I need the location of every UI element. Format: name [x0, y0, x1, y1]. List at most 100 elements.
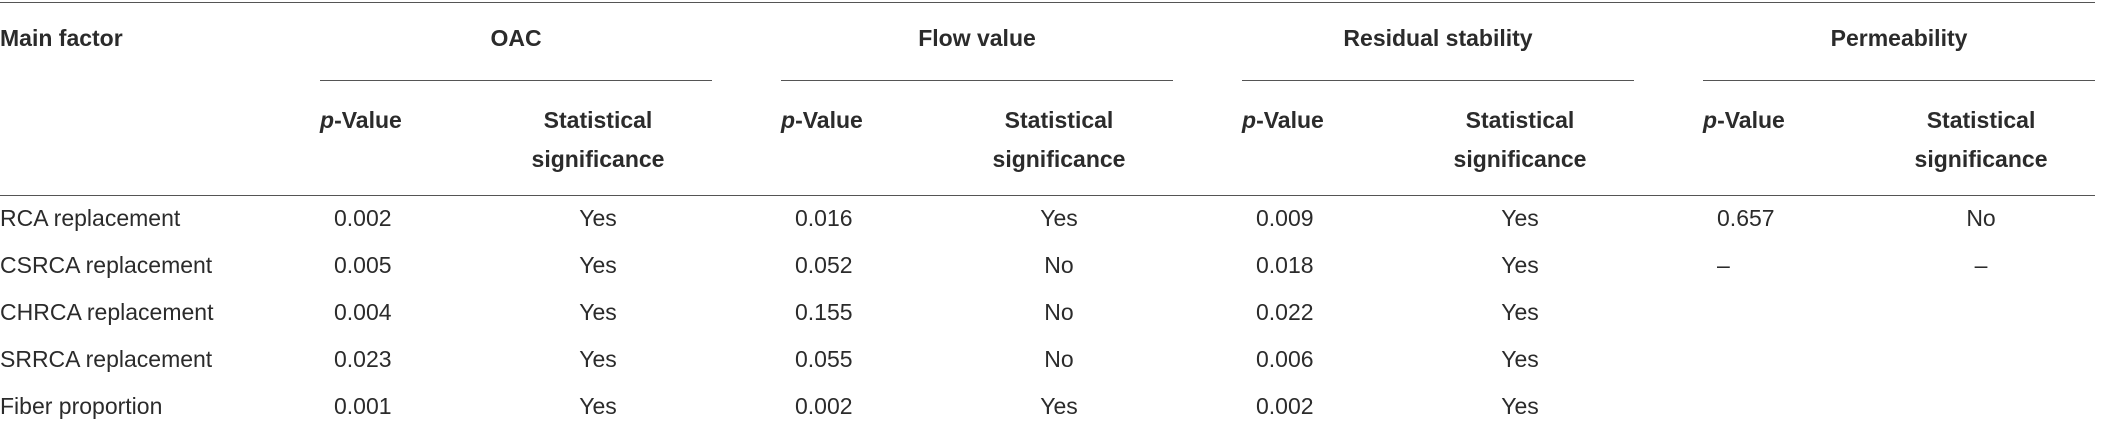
subheader-label: Statistical significance [1914, 107, 2048, 172]
value-cell: No [1044, 252, 1074, 278]
value-cell: 0.155 [795, 299, 853, 325]
group-title: Permeability [1703, 25, 2096, 81]
value-cell [1703, 289, 1867, 336]
subheader-row: p-Value Statistical significance p-Value St… [0, 81, 2096, 195]
header-cell: Main factor [0, 3, 320, 196]
value-cell: Yes [579, 393, 617, 419]
subheader-cell: p-Value [781, 81, 945, 195]
value-cell [1703, 336, 1867, 383]
value-cell: No [1966, 205, 1996, 232]
value-cell: Yes [1501, 393, 1539, 419]
value-cell: 0.018 [1256, 252, 1314, 278]
value-cell: 0.002 [795, 393, 853, 419]
value-cell: 0.004 [334, 299, 392, 325]
group-header: OAC [320, 3, 712, 81]
group-header: Permeability [1703, 3, 2096, 81]
spacer [1173, 195, 1242, 242]
main-factor-header: Main factor [0, 25, 123, 51]
value-cell: No [1044, 299, 1074, 325]
data-row: SRRCA replacement 0.023 Yes 0.055 No 0.006 Yes [0, 336, 2095, 383]
data-row: CSRCA replacement 0.005 Yes 0.052 No 0.018 Yes… [0, 242, 2095, 289]
spacer [712, 81, 781, 195]
value-cell: Yes [1501, 299, 1539, 325]
spacer [1634, 242, 1703, 289]
header-row: Main factor OAC Flow value Residual stabili… [0, 2, 2096, 82]
value-cell: Yes [579, 346, 617, 372]
value-cell: 0.005 [334, 252, 392, 278]
value-cell: 0.022 [1256, 299, 1314, 325]
value-cell: Yes [1501, 252, 1539, 278]
value-cell: – [1974, 252, 1988, 278]
value-cell [1867, 383, 2095, 430]
subheader-label: Statistical significance [1453, 107, 1587, 172]
subheader-cell: Statistical significance [945, 81, 1173, 195]
value-cell: No [1044, 346, 1074, 372]
subheader-cell: Statistical significance [1406, 81, 1634, 195]
value-cell: 0.002 [1256, 393, 1314, 419]
subheader-cell: Statistical significance [484, 81, 712, 195]
subheader-label: Statistical significance [531, 107, 665, 172]
spacer [1634, 3, 1703, 82]
value-cell: 0.001 [334, 393, 392, 419]
value-cell: 0.052 [795, 252, 853, 278]
spacer [712, 195, 781, 242]
group-title: Flow value [781, 25, 1173, 81]
subheader-label: p-Value [320, 107, 402, 133]
factor-cell: CSRCA replacement [0, 252, 213, 278]
value-cell: Yes [579, 252, 617, 278]
spacer [712, 3, 781, 82]
spacer [1634, 289, 1703, 336]
spacer [712, 289, 781, 336]
spacer [712, 383, 781, 430]
subheader-label: Statistical significance [992, 107, 1126, 172]
value-cell: 0.002 [334, 205, 392, 232]
spacer [1173, 383, 1242, 430]
value-cell: 0.009 [1256, 205, 1314, 232]
subheader-cell: p-Value [320, 81, 484, 195]
value-cell: – [1717, 252, 1730, 278]
factor-cell: CHRCA replacement [0, 299, 214, 325]
spacer [1173, 289, 1242, 336]
factor-cell: Fiber proportion [0, 393, 163, 419]
spacer [1173, 336, 1242, 383]
subheader-label: p-Value [1242, 107, 1324, 133]
group-header: Flow value [781, 3, 1173, 81]
group-title: Residual stability [1242, 25, 1635, 81]
spacer [1634, 81, 1703, 195]
value-cell: 0.023 [334, 346, 392, 372]
value-cell [1867, 336, 2095, 383]
spacer [712, 242, 781, 289]
value-cell: Yes [1040, 205, 1078, 232]
results-table: Main factor OAC Flow value Residual stabili… [0, 2, 2096, 430]
spacer [1634, 383, 1703, 430]
data-row: CHRCA replacement 0.004 Yes 0.155 No 0.022 Yes [0, 289, 2095, 336]
spacer [1634, 336, 1703, 383]
factor-cell: RCA replacement [0, 205, 181, 232]
spacer [1634, 195, 1703, 242]
subheader-label: p-Value [1703, 107, 1785, 133]
spacer [1173, 242, 1242, 289]
data-row: Fiber proportion 0.001 Yes 0.002 Yes 0.002 Yes [0, 383, 2095, 430]
value-cell: 0.016 [795, 205, 853, 232]
data-row: RCA replacement 0.002 Yes 0.016 Yes 0.009 Yes 0… [0, 195, 2095, 242]
factor-cell: SRRCA replacement [0, 346, 213, 372]
subheader-cell: p-Value [1242, 81, 1406, 195]
value-cell: 0.006 [1256, 346, 1314, 372]
subheader-cell: p-Value [1703, 81, 1867, 195]
value-cell: Yes [579, 299, 617, 325]
value-cell: Yes [579, 205, 617, 232]
spacer [712, 336, 781, 383]
value-cell: Yes [1040, 393, 1078, 419]
subheader-cell: Statistical significance [1867, 81, 2095, 195]
group-header: Residual stability [1242, 3, 1635, 81]
value-cell: 0.055 [795, 346, 853, 372]
value-cell [1867, 289, 2095, 336]
value-cell: Yes [1501, 346, 1539, 372]
spacer [1173, 81, 1242, 195]
value-cell [1703, 383, 1867, 430]
value-cell: 0.657 [1717, 205, 1775, 232]
subheader-label: p-Value [781, 107, 863, 133]
value-cell: Yes [1501, 205, 1539, 232]
spacer [1173, 3, 1242, 82]
